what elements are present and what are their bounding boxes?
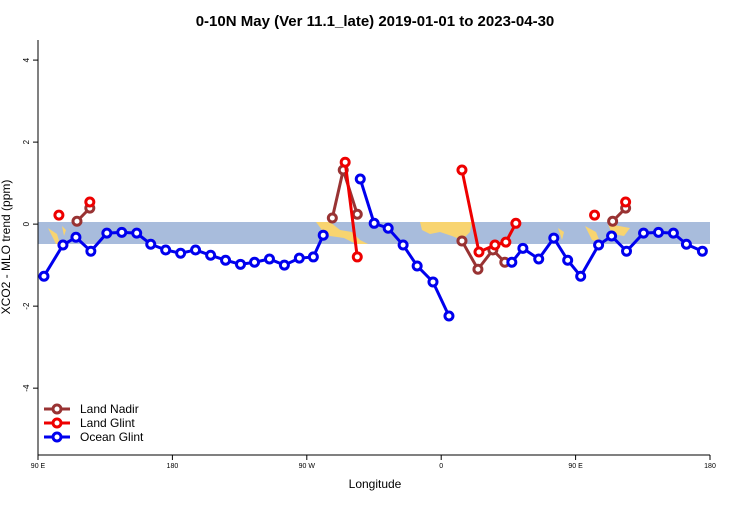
map-strip (38, 222, 710, 244)
y-tick-label: 2 (22, 139, 31, 144)
data-point (131, 227, 143, 239)
ocean-band (38, 222, 710, 244)
data-point (411, 260, 423, 272)
data-point (510, 217, 522, 229)
data-point (351, 208, 363, 220)
data-point (249, 256, 261, 268)
data-point (427, 276, 439, 288)
data-point (317, 229, 329, 241)
data-point (397, 239, 409, 251)
data-point (70, 231, 82, 243)
data-point (326, 212, 338, 224)
data-point (620, 196, 632, 208)
data-point (160, 244, 172, 256)
data-point (351, 251, 363, 263)
y-tick-label: 4 (22, 57, 31, 62)
data-point (593, 239, 605, 251)
data-point (607, 215, 619, 227)
x-tick-label: 0 (439, 463, 443, 470)
land-patch (48, 226, 66, 244)
y-axis-label: XCO2 - MLO trend (ppm) (0, 180, 13, 315)
data-point (175, 247, 187, 259)
x-tick-label: 90 E (568, 463, 583, 470)
data-point (101, 227, 113, 239)
data-point (220, 254, 232, 266)
data-point (506, 256, 518, 268)
data-point (368, 217, 380, 229)
legend-marker (51, 403, 63, 415)
data-point (575, 270, 587, 282)
data-point (443, 310, 455, 322)
data-point (606, 230, 618, 242)
y-tick-label: -4 (22, 384, 31, 392)
y-tick-label: -2 (22, 302, 31, 310)
data-point (548, 232, 560, 244)
data-point (517, 242, 529, 254)
data-point (293, 252, 305, 264)
land-patch (558, 224, 630, 242)
legend-marker (51, 431, 63, 443)
legend-label: Ocean Glint (80, 430, 144, 444)
data-point (278, 259, 290, 271)
series-line (460, 240, 506, 272)
data-point (53, 209, 65, 221)
data-point (57, 239, 69, 251)
data-point (38, 270, 50, 282)
data-point (621, 245, 633, 257)
data-point (145, 238, 157, 250)
data-point (456, 164, 468, 176)
data-point (234, 258, 246, 270)
data-point (71, 215, 83, 227)
y-tick-label: 0 (22, 221, 31, 226)
data-point (190, 244, 202, 256)
data-point (696, 245, 708, 257)
data-point (339, 156, 351, 168)
legend-label: Land Glint (80, 416, 135, 430)
data-point (263, 253, 275, 265)
data-point (456, 235, 468, 247)
data-point (680, 238, 692, 250)
data-point (382, 222, 394, 234)
data-point (84, 196, 96, 208)
series-line (343, 162, 359, 258)
data-point (354, 173, 366, 185)
x-tick-label: 180 (167, 463, 179, 470)
legend-marker (51, 417, 63, 429)
x-axis-label: Longitude (349, 477, 402, 491)
data-point (500, 236, 512, 248)
data-point (307, 251, 319, 263)
data-point (472, 263, 484, 275)
data-point (85, 245, 97, 257)
x-tick-label: 90 W (299, 463, 316, 470)
legend-label: Land Nadir (80, 402, 139, 416)
data-point (489, 239, 501, 251)
x-tick-label: 90 E (31, 463, 46, 470)
chart-title: 0-10N May (Ver 11.1_late) 2019-01-01 to … (196, 13, 555, 30)
data-point (205, 249, 217, 261)
x-tick-label: 180 (704, 463, 716, 470)
data-point (638, 227, 650, 239)
data-point (116, 226, 128, 238)
data-point (533, 253, 545, 265)
data-point (473, 246, 485, 258)
data-point (562, 254, 574, 266)
data-point (589, 209, 601, 221)
data-point (652, 226, 664, 238)
land-patch (420, 222, 472, 240)
data-point (667, 227, 679, 239)
